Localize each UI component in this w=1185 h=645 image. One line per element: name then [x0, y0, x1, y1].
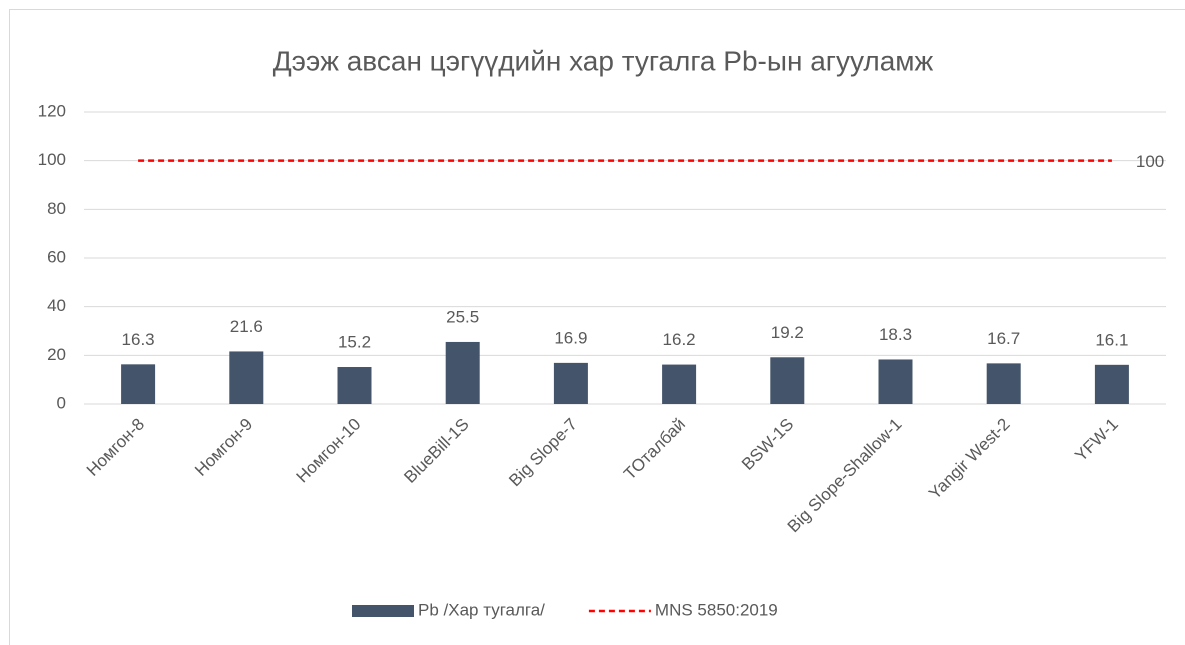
data-label: 16.7 — [987, 329, 1020, 348]
bar — [1094, 364, 1129, 404]
data-label: 16.1 — [1095, 330, 1128, 349]
legend-label: MNS 5850:2019 — [655, 600, 778, 619]
data-label: 25.5 — [446, 307, 479, 326]
bar — [553, 362, 588, 404]
data-label: 18.3 — [879, 325, 912, 344]
bar — [770, 357, 805, 404]
legend-label: Pb /Хар тугалга/ — [418, 600, 545, 619]
x-tick-label: TOталбай — [620, 415, 689, 484]
bar — [662, 364, 697, 404]
x-tick-label: Номгон-9 — [191, 415, 256, 480]
bar — [337, 367, 372, 404]
data-label: 21.6 — [230, 317, 263, 336]
x-tick-label: Номгон-8 — [83, 415, 148, 480]
y-tick-label: 60 — [47, 247, 66, 266]
y-tick-label: 20 — [47, 345, 66, 364]
data-label: 16.2 — [663, 330, 696, 349]
bar — [121, 364, 156, 404]
x-tick-label: BlueBill-1S — [400, 415, 472, 487]
bar — [229, 351, 264, 404]
y-tick-label: 0 — [57, 393, 66, 412]
x-tick-label: Yangir West-2 — [925, 415, 1013, 503]
x-tick-label: Big Slope-7 — [505, 415, 581, 491]
x-tick-label: BSW-1S — [738, 415, 797, 474]
data-label: 19.2 — [771, 323, 804, 342]
legend-swatch — [352, 605, 414, 617]
x-tick-label: YFW-1 — [1071, 415, 1122, 466]
data-label: 16.3 — [122, 330, 155, 349]
data-label: 15.2 — [338, 332, 371, 351]
bar — [445, 341, 480, 404]
y-tick-label: 40 — [47, 296, 66, 315]
chart-title: Дээж авсан цэгүүдийн хар тугалга Pb-ын а… — [273, 45, 934, 76]
bar — [986, 363, 1021, 404]
data-label: 16.9 — [554, 328, 587, 347]
bar — [878, 359, 913, 404]
y-tick-label: 100 — [38, 150, 66, 169]
data-label: 100 — [1136, 152, 1164, 171]
chart-border — [9, 9, 1185, 645]
x-tick-label: Номгон-10 — [293, 415, 365, 487]
y-tick-label: 120 — [38, 101, 66, 120]
x-tick-label: Big Slope-Shallow-1 — [784, 415, 906, 537]
y-tick-label: 80 — [47, 199, 66, 218]
